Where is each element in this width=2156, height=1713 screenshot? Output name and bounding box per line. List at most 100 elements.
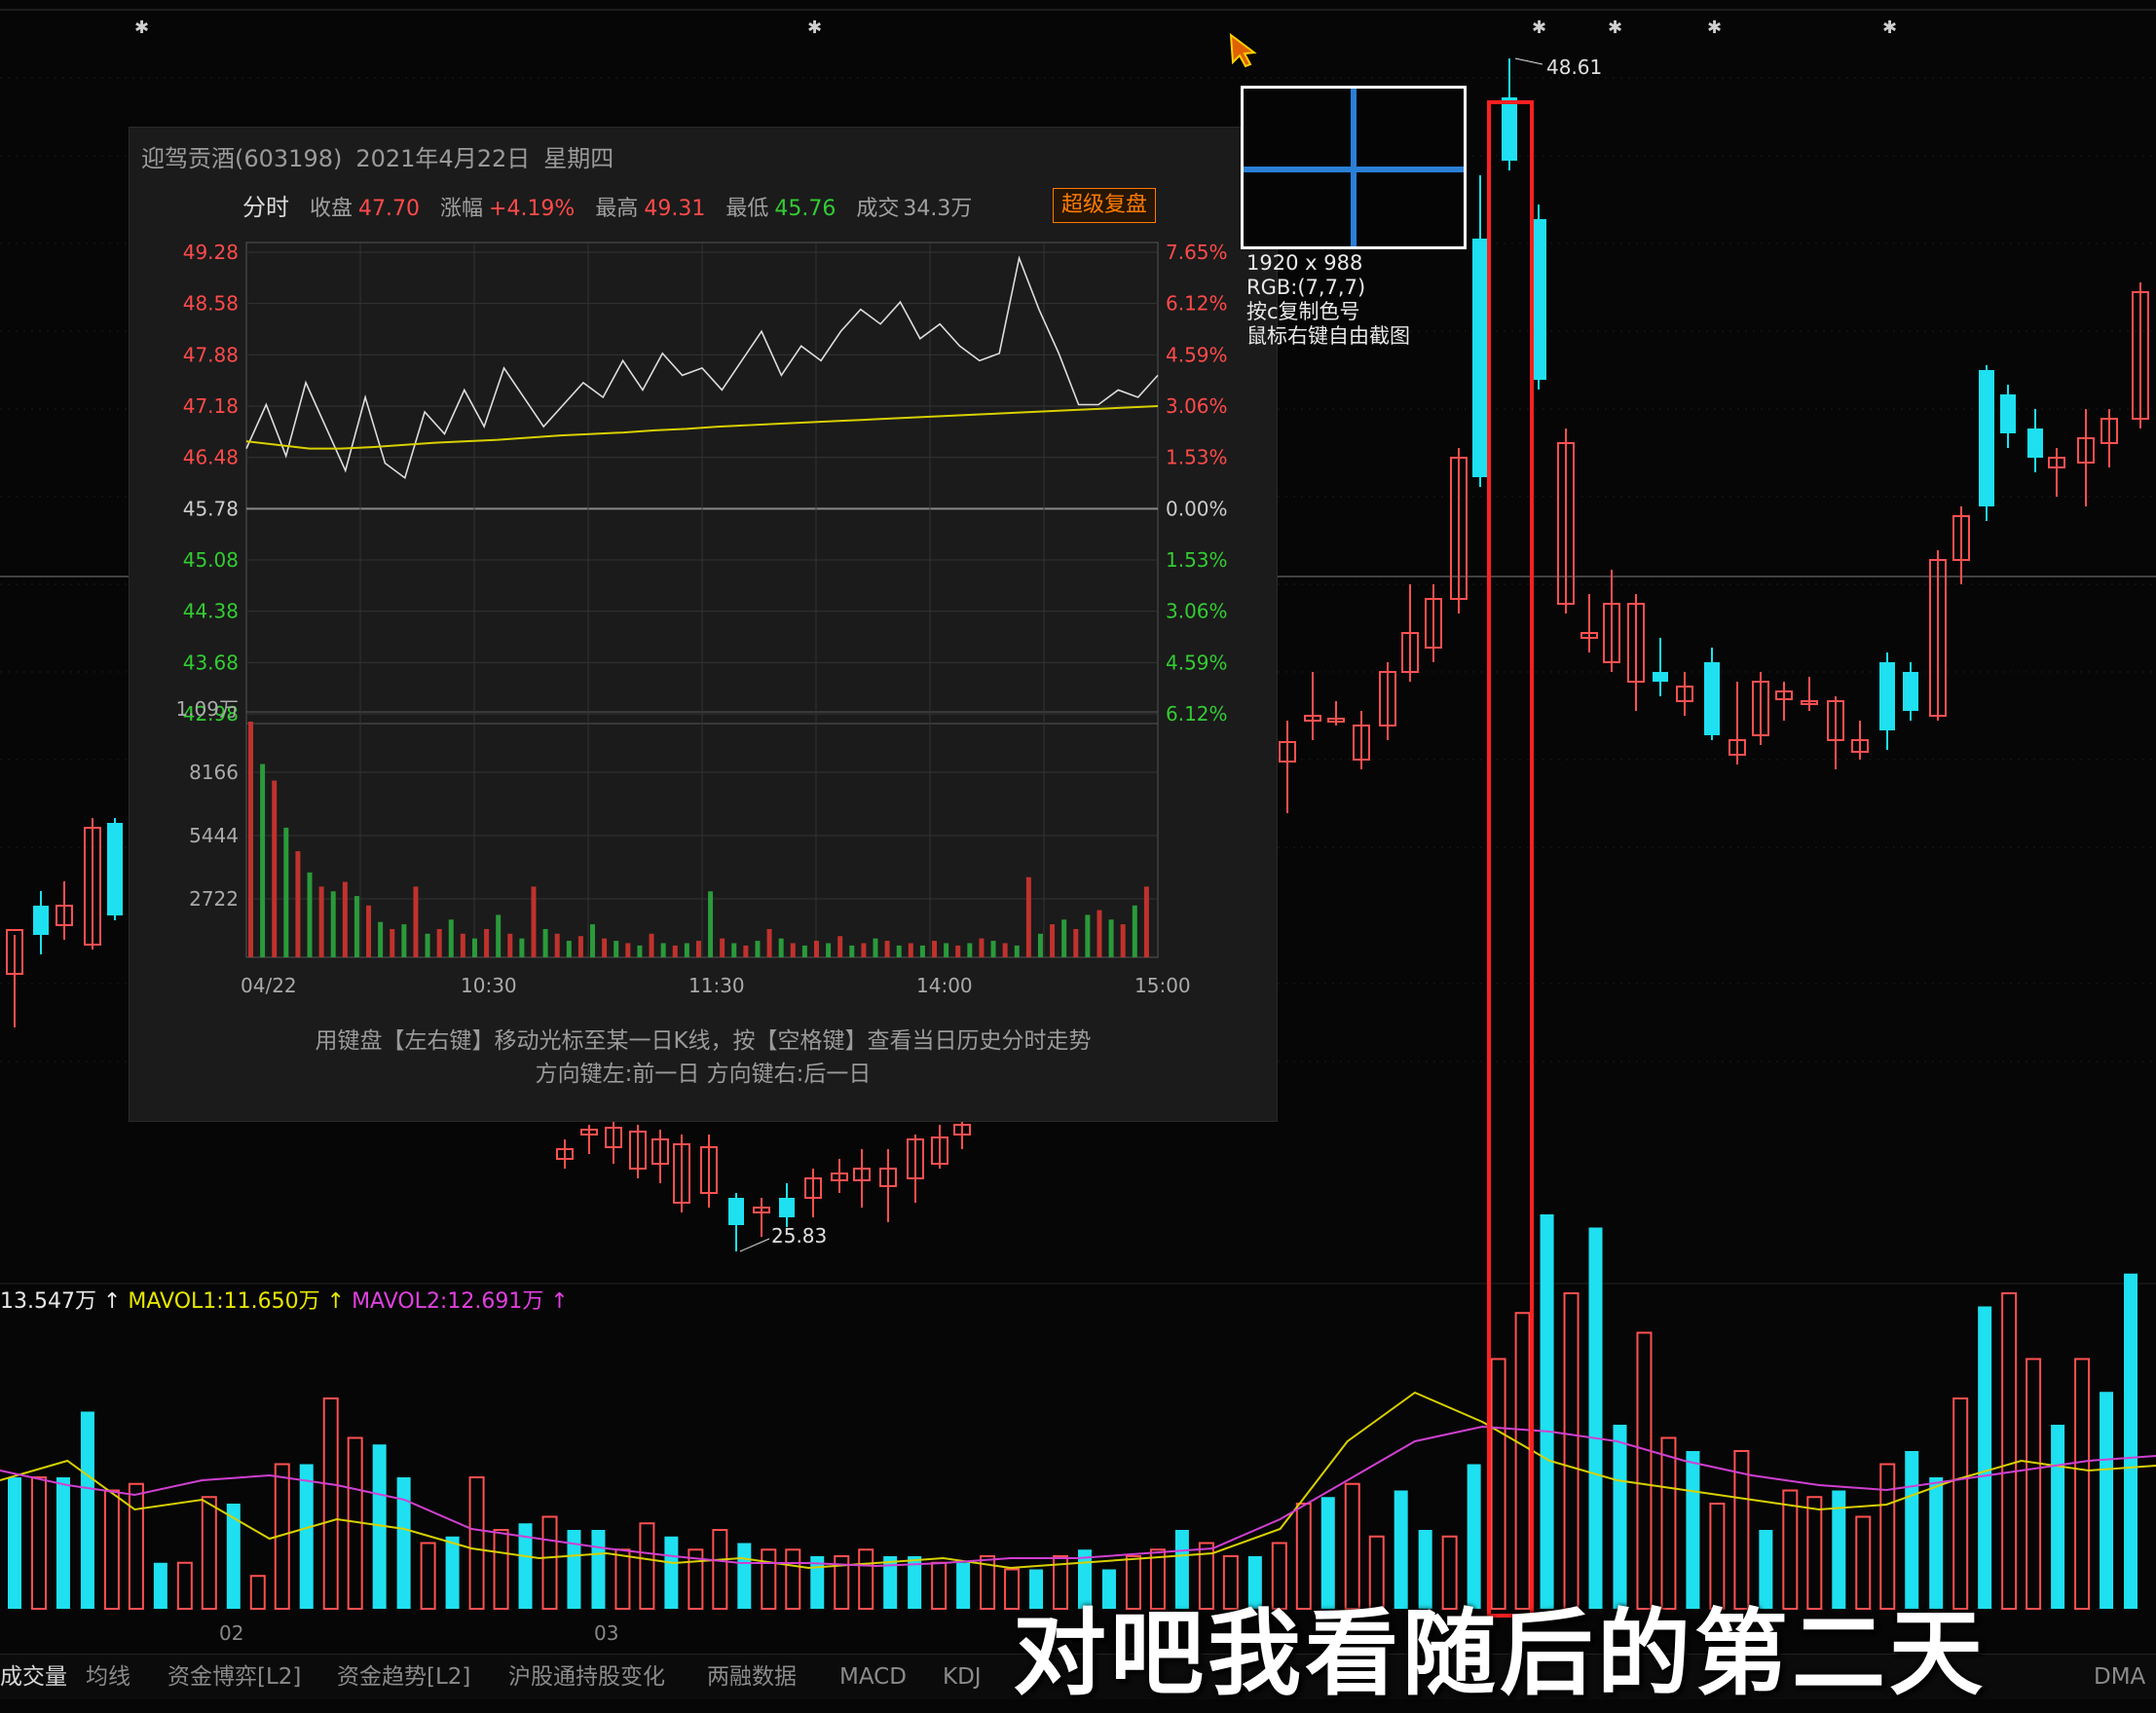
volume-bar-up	[2001, 1292, 2018, 1610]
intraday-volume-bar	[1097, 910, 1102, 957]
volume-bar-up	[201, 1496, 217, 1610]
tab-margin[interactable]: 两融数据	[707, 1664, 797, 1690]
volume-bar-down	[1394, 1490, 1408, 1609]
tab-ma[interactable]: 均线	[86, 1664, 130, 1690]
rgb-text: RGB:(7,7,7)	[1246, 276, 1366, 299]
volume-bar-down	[737, 1543, 752, 1609]
volume-bar-up	[1709, 1503, 1726, 1610]
price-tick-label: 47.18	[183, 394, 239, 418]
event-marker-icon: ✱	[134, 18, 149, 38]
tab-fund-trend[interactable]: 资金趋势[L2]	[337, 1664, 471, 1690]
quote-info-bar: 分时 收盘 47.70 涨幅 +4.19% 最高 49.31 最低 45.76 成交 34…	[242, 188, 972, 227]
intraday-volume-bar	[790, 943, 796, 957]
intraday-volume-bar	[330, 891, 336, 957]
x-axis-month-label: 03	[594, 1621, 618, 1645]
intraday-volume-bar	[1143, 886, 1149, 957]
stock-name: 迎驾贡酒(603198)	[141, 145, 343, 172]
volume-bar-up	[1368, 1535, 1385, 1610]
intraday-volume-bar	[755, 941, 761, 957]
volume-bar-up	[614, 1548, 631, 1610]
intraday-volume-bar	[425, 933, 430, 957]
candle-body-down	[1472, 239, 1488, 477]
intraday-volume-bar	[448, 919, 454, 957]
volume-bar-up	[249, 1575, 266, 1610]
intraday-volume-bar	[672, 945, 678, 957]
pct-tick-label: 1.53%	[1166, 548, 1228, 572]
candle-body-down	[1879, 662, 1895, 730]
candle-body-up	[1279, 741, 1296, 763]
candle-body-up	[1450, 457, 1468, 600]
tab-kdj[interactable]: KDJ	[943, 1664, 982, 1690]
volume-bar-up	[931, 1561, 948, 1610]
intraday-volume-bar	[1085, 914, 1091, 957]
pct-tick-label: 4.59%	[1166, 343, 1228, 366]
mavol2-line	[0, 1425, 2156, 1568]
volume-bar-down	[1029, 1569, 1044, 1609]
volume-bar-down	[1759, 1530, 1773, 1609]
candle-body-up	[1580, 632, 1598, 639]
tab-dma[interactable]: DMA	[2094, 1664, 2146, 1690]
intraday-volume-bar	[731, 943, 737, 957]
intraday-volume-bar	[1061, 919, 1067, 957]
volume-bar-up	[712, 1529, 728, 1610]
intraday-volume-bar	[471, 938, 477, 957]
candle-body-up	[1801, 700, 1818, 705]
candle-body-up	[1327, 718, 1345, 723]
intraday-volume-bar	[955, 945, 961, 957]
volume-bar-down	[2100, 1392, 2114, 1609]
candle-body-up	[2077, 437, 2095, 464]
intraday-volume-bar	[826, 943, 832, 957]
intraday-volume-bar	[896, 945, 902, 957]
capture-hint: 鼠标右键自由截图	[1246, 324, 1410, 348]
volume-bar-up	[1514, 1312, 1531, 1610]
volume-bar-down	[956, 1562, 971, 1609]
candle-body-up	[1775, 690, 1793, 700]
candle-body-up	[1603, 603, 1620, 663]
low-value: 45.76	[774, 197, 836, 221]
magnifier-box	[1241, 86, 1467, 249]
intraday-volume-bar	[1037, 933, 1043, 957]
event-marker-icon: ✱	[1532, 18, 1546, 38]
candle-body-up	[1676, 686, 1693, 702]
tab-fund-game[interactable]: 资金博弈[L2]	[167, 1664, 302, 1690]
event-marker-icon: ✱	[1882, 18, 1897, 38]
intraday-volume-bar	[695, 941, 701, 957]
candle-body-up	[651, 1138, 669, 1165]
intraday-volume-bar	[531, 886, 537, 957]
intraday-volume-bar	[625, 943, 631, 957]
intraday-volume-bar	[720, 938, 725, 957]
volume-bar-up	[1004, 1568, 1021, 1610]
candle-body-up	[1557, 442, 1575, 605]
super-replay-button[interactable]: 超级复盘	[1053, 188, 1157, 223]
volume-bar-up	[2074, 1358, 2091, 1610]
volume-bar-up	[103, 1489, 120, 1610]
intraday-volume-bar	[932, 941, 938, 957]
price-tick-label: 49.28	[183, 241, 239, 264]
intraday-volume-bar	[1108, 919, 1114, 957]
candle-body-up	[1379, 671, 1396, 726]
volume-bar-down	[1832, 1490, 1846, 1609]
tab-hk-holdings[interactable]: 沪股通持股变化	[508, 1664, 665, 1690]
volume-bar-up	[1782, 1489, 1799, 1610]
volume-bar-down	[1588, 1227, 1603, 1609]
intraday-volume-bar	[743, 945, 749, 957]
intraday-volume-bar	[413, 886, 419, 957]
tab-volume[interactable]: 成交量	[0, 1664, 67, 1690]
candle-body-up	[804, 1177, 822, 1199]
volume-bar-up	[322, 1397, 339, 1610]
candle-body-up	[953, 1124, 971, 1136]
volume-bar-up	[1222, 1555, 1239, 1610]
volume-bar-down	[226, 1504, 241, 1609]
volume-bar-down	[1929, 1477, 1944, 1609]
history-intraday-popup[interactable]: 迎驾贡酒(603198) 2021年4月22日 星期四 分时 收盘 47.70 涨幅 +…	[129, 127, 1278, 1122]
volume-bar-down	[56, 1477, 70, 1609]
volume-bar-down	[8, 1477, 21, 1609]
volume-bar-down	[80, 1411, 94, 1609]
low-price-label: 25.83	[771, 1224, 827, 1248]
time-tick-label: 15:00	[1134, 974, 1191, 997]
volume-bar-up	[980, 1555, 996, 1610]
tab-macd[interactable]: MACD	[839, 1664, 907, 1690]
close-value: 47.70	[358, 197, 420, 221]
volume-bar-down	[908, 1556, 922, 1609]
